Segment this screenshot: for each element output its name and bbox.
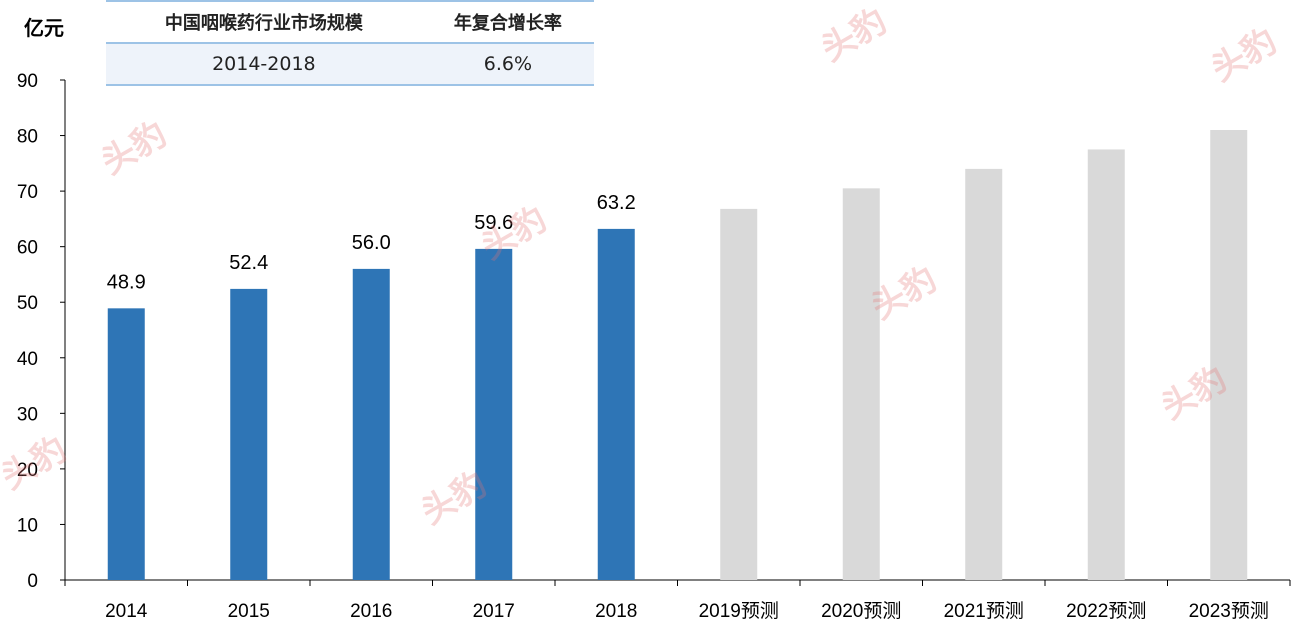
y-tick-label: 60 [17,238,38,259]
x-tick-label: 2023预测 [1189,600,1269,622]
x-tick-label: 2018 [595,601,637,622]
watermark-logo: 头豹 [815,1,894,70]
forecast-bar [1087,149,1125,580]
bar [230,288,268,580]
y-tick-label: 50 [17,293,38,314]
x-tick-label: 2017 [473,601,515,622]
bar [352,268,390,580]
y-tick-label: 20 [17,460,38,481]
x-tick-label: 2020预测 [821,600,901,622]
y-tick-label: 40 [17,349,38,370]
data-label: 56.0 [352,232,391,254]
x-tick-label: 2016 [350,601,392,622]
x-tick-label: 2022预测 [1066,600,1146,622]
x-tick-label: 2014 [105,601,148,622]
forecast-bar [720,208,758,580]
market-size-header: 中国咽喉药行业市场规模 [106,0,422,44]
data-label: 63.2 [597,192,636,214]
cagr-header: 年复合增长率 [421,0,594,44]
x-tick-label: 2015 [228,601,270,622]
cagr-table-row: 2014-2018 6.6% [106,43,594,86]
cagr-table: 中国咽喉药行业市场规模 年复合增长率 2014-2018 6.6% [106,0,594,86]
bar [597,228,635,580]
x-tick-label: 2021预测 [944,600,1024,622]
cagr-value-cell: 6.6% [421,43,594,86]
y-tick-label: 0 [27,571,38,592]
forecast-bar [1210,130,1248,580]
bar [107,308,145,580]
y-tick-label: 30 [17,404,38,425]
data-label: 59.6 [474,212,513,234]
x-tick-label: 2019预测 [699,600,779,622]
watermark-logo: 头豹 [0,429,73,498]
watermark-logo: 头豹 [1205,21,1284,90]
cagr-table-header-row: 中国咽喉药行业市场规模 年复合增长率 [106,0,594,44]
y-tick-label: 80 [17,127,38,148]
y-tick-label: 90 [17,71,38,92]
y-tick-label: 10 [17,515,38,536]
forecast-bar [842,188,880,581]
data-label: 52.4 [229,252,268,274]
bar [475,248,513,580]
watermark-logo: 头豹 [95,114,174,183]
period-cell: 2014-2018 [106,43,422,86]
y-tick-label: 70 [17,182,38,203]
y-axis-unit: 亿元 [24,16,64,40]
data-label: 48.9 [107,271,146,293]
forecast-bar [965,168,1003,580]
